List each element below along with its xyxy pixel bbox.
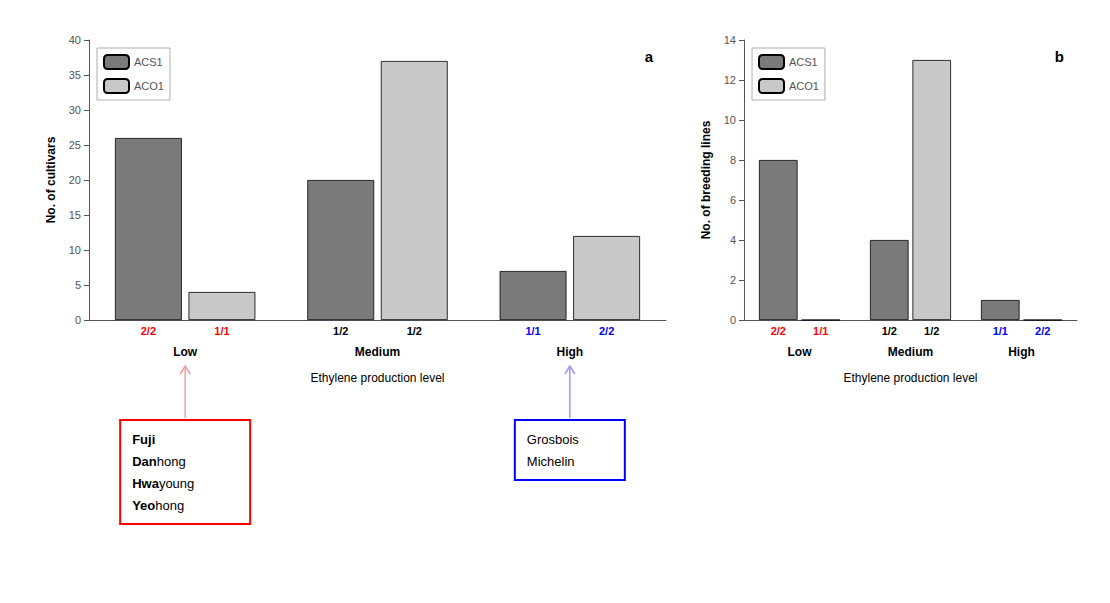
svg-text:5: 5 — [75, 279, 81, 291]
svg-text:1/1: 1/1 — [993, 325, 1008, 337]
svg-text:ACO1: ACO1 — [789, 80, 819, 92]
svg-text:0: 0 — [75, 314, 81, 326]
svg-text:Yeo: Yeo — [132, 498, 155, 513]
svg-text:Michelin: Michelin — [527, 454, 575, 469]
svg-text:Ethylene production level: Ethylene production level — [310, 371, 444, 385]
svg-text:hong: hong — [155, 498, 184, 513]
svg-text:2: 2 — [730, 274, 736, 286]
svg-text:No. of cultivars: No. of cultivars — [44, 136, 58, 223]
svg-text:14: 14 — [724, 34, 736, 46]
svg-text:35: 35 — [69, 69, 81, 81]
svg-text:15: 15 — [69, 209, 81, 221]
svg-text:2/2: 2/2 — [771, 325, 786, 337]
svg-text:Hwa: Hwa — [132, 476, 160, 491]
svg-text:8: 8 — [730, 154, 736, 166]
svg-text:hong: hong — [157, 454, 186, 469]
svg-text:1/1: 1/1 — [214, 325, 229, 337]
svg-text:Low: Low — [173, 345, 198, 359]
svg-text:1/1: 1/1 — [813, 325, 828, 337]
svg-text:Medium: Medium — [355, 345, 400, 359]
svg-text:Low: Low — [788, 345, 813, 359]
svg-text:Dan: Dan — [132, 454, 157, 469]
svg-text:30: 30 — [69, 104, 81, 116]
svg-text:young: young — [159, 476, 194, 491]
svg-text:b: b — [1055, 48, 1064, 65]
svg-text:1/2: 1/2 — [333, 325, 348, 337]
svg-text:25: 25 — [69, 139, 81, 151]
svg-text:2/2: 2/2 — [599, 325, 614, 337]
svg-text:a: a — [645, 48, 654, 65]
svg-text:No. of breeding lines: No. of breeding lines — [699, 120, 713, 239]
svg-text:10: 10 — [69, 244, 81, 256]
svg-text:Medium: Medium — [888, 345, 933, 359]
svg-text:10: 10 — [724, 114, 736, 126]
svg-text:1/2: 1/2 — [407, 325, 422, 337]
svg-text:1/1: 1/1 — [525, 325, 540, 337]
svg-text:40: 40 — [69, 34, 81, 46]
svg-text:2/2: 2/2 — [1035, 325, 1050, 337]
svg-text:ACS1: ACS1 — [134, 56, 163, 68]
svg-text:2/2: 2/2 — [141, 325, 156, 337]
svg-text:ACS1: ACS1 — [789, 56, 818, 68]
svg-text:1/2: 1/2 — [924, 325, 939, 337]
svg-text:0: 0 — [730, 314, 736, 326]
svg-text:Ethylene production level: Ethylene production level — [843, 371, 977, 385]
svg-text:High: High — [1008, 345, 1035, 359]
svg-text:Grosbois: Grosbois — [527, 432, 580, 447]
svg-text:12: 12 — [724, 74, 736, 86]
svg-text:Fuji: Fuji — [132, 432, 155, 447]
svg-text:4: 4 — [730, 234, 736, 246]
svg-text:20: 20 — [69, 174, 81, 186]
svg-text:1/2: 1/2 — [882, 325, 897, 337]
svg-text:High: High — [556, 345, 583, 359]
svg-text:ACO1: ACO1 — [134, 80, 164, 92]
svg-text:6: 6 — [730, 194, 736, 206]
